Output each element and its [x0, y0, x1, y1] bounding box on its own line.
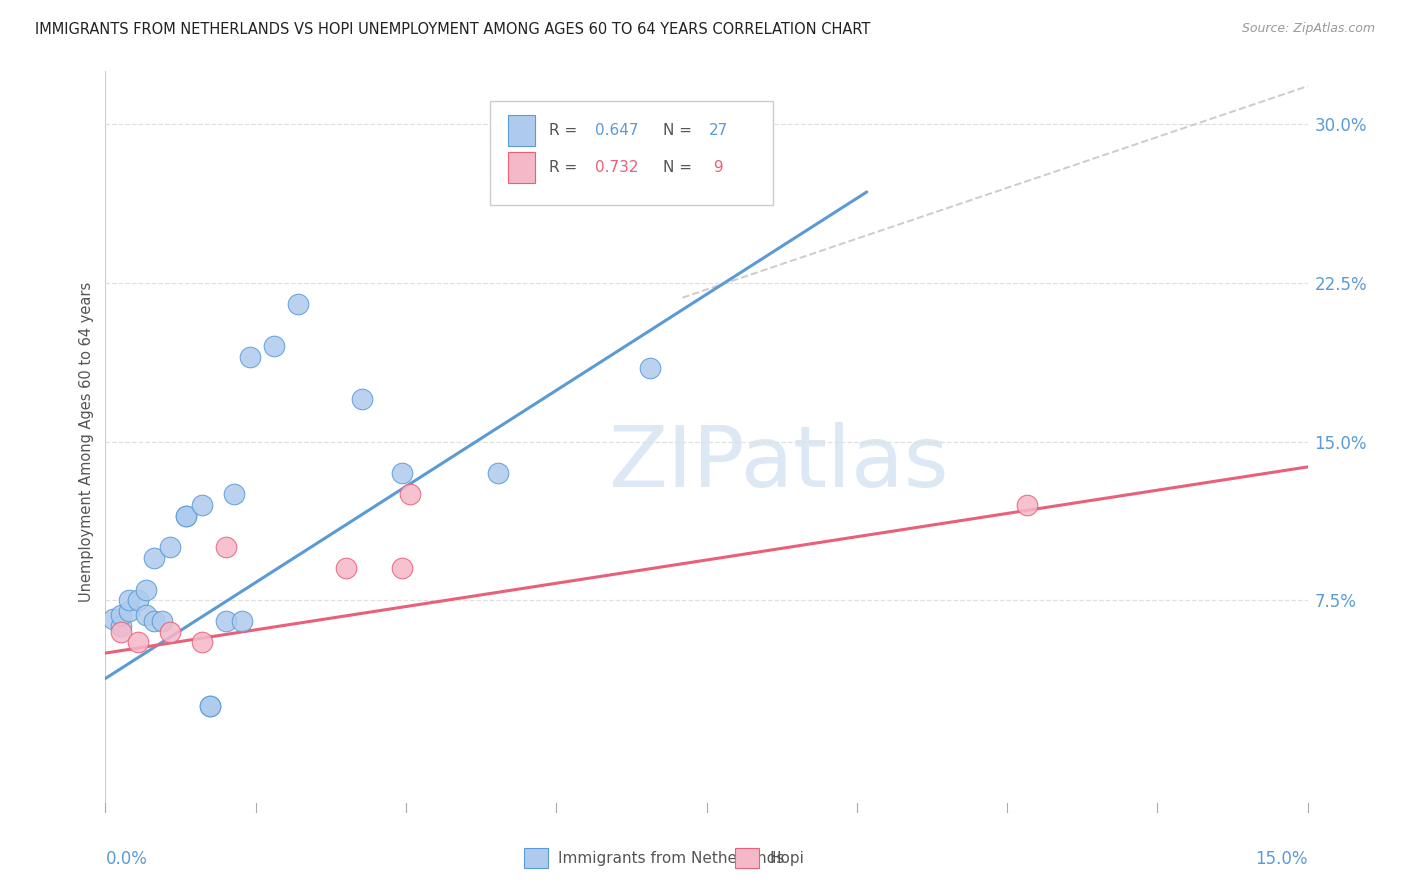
- Point: [231, 615, 253, 629]
- Point: [198, 698, 221, 713]
- Point: [118, 604, 141, 618]
- Point: [159, 541, 181, 555]
- Point: [190, 498, 212, 512]
- FancyBboxPatch shape: [491, 101, 773, 204]
- Point: [174, 508, 197, 523]
- Point: [142, 550, 165, 565]
- Point: [399, 487, 422, 501]
- Point: [263, 339, 285, 353]
- Point: [135, 607, 157, 622]
- Text: IMMIGRANTS FROM NETHERLANDS VS HOPI UNEMPLOYMENT AMONG AGES 60 TO 64 YEARS CORRE: IMMIGRANTS FROM NETHERLANDS VS HOPI UNEM…: [35, 22, 870, 37]
- Text: 0.647: 0.647: [595, 123, 638, 138]
- FancyBboxPatch shape: [524, 848, 548, 868]
- Point: [198, 698, 221, 713]
- Text: 27: 27: [709, 123, 728, 138]
- Text: N =: N =: [664, 123, 697, 138]
- Point: [391, 561, 413, 575]
- Point: [159, 624, 181, 639]
- Text: R =: R =: [548, 160, 582, 175]
- FancyBboxPatch shape: [508, 115, 534, 146]
- Point: [142, 615, 165, 629]
- Point: [110, 607, 132, 622]
- Point: [335, 561, 357, 575]
- Point: [214, 541, 236, 555]
- Point: [222, 487, 245, 501]
- Point: [287, 297, 309, 311]
- Text: ZIPatlas: ZIPatlas: [609, 422, 949, 505]
- Point: [1017, 498, 1039, 512]
- Point: [640, 360, 662, 375]
- Point: [127, 593, 149, 607]
- Point: [190, 635, 212, 649]
- Point: [135, 582, 157, 597]
- Point: [214, 615, 236, 629]
- Point: [486, 467, 509, 481]
- Point: [391, 467, 413, 481]
- Point: [118, 593, 141, 607]
- Point: [174, 508, 197, 523]
- Point: [350, 392, 373, 407]
- Point: [110, 624, 132, 639]
- Text: Hopi: Hopi: [769, 851, 804, 865]
- Point: [150, 615, 173, 629]
- Text: 15.0%: 15.0%: [1256, 850, 1308, 868]
- Text: R =: R =: [548, 123, 582, 138]
- Text: 0.0%: 0.0%: [105, 850, 148, 868]
- Point: [239, 350, 262, 364]
- Point: [103, 612, 125, 626]
- FancyBboxPatch shape: [735, 848, 759, 868]
- Point: [127, 635, 149, 649]
- Text: Immigrants from Netherlands: Immigrants from Netherlands: [558, 851, 785, 865]
- FancyBboxPatch shape: [508, 152, 534, 183]
- Y-axis label: Unemployment Among Ages 60 to 64 years: Unemployment Among Ages 60 to 64 years: [79, 281, 94, 602]
- Text: 0.732: 0.732: [595, 160, 638, 175]
- Text: N =: N =: [664, 160, 697, 175]
- Text: Source: ZipAtlas.com: Source: ZipAtlas.com: [1241, 22, 1375, 36]
- Point: [110, 618, 132, 632]
- Text: 9: 9: [709, 160, 724, 175]
